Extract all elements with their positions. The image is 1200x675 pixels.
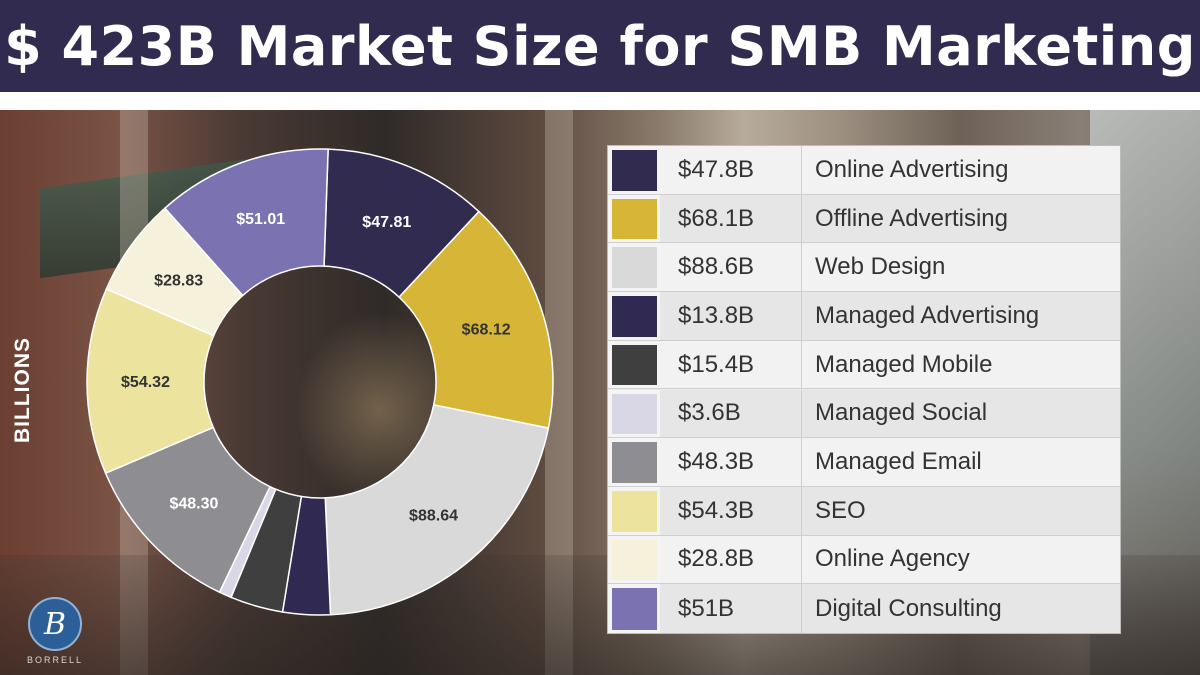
donut-slice-label: $68.12 xyxy=(462,322,511,339)
donut-slice-label: $48.30 xyxy=(169,496,218,513)
legend-label: SEO xyxy=(802,486,1120,535)
legend-swatch-cell xyxy=(608,584,660,633)
legend-swatch xyxy=(612,490,657,532)
legend-swatch-cell xyxy=(608,340,660,389)
legend-swatch-cell xyxy=(608,486,660,535)
title-bar: $ 423B Market Size for SMB Marketing xyxy=(0,0,1200,92)
legend-swatch xyxy=(612,588,657,630)
legend-swatch-cell xyxy=(608,243,660,292)
legend-swatch-cell xyxy=(608,146,660,194)
legend-label: Managed Mobile xyxy=(802,340,1120,389)
legend-swatch xyxy=(612,150,657,191)
legend-label: Managed Advertising xyxy=(802,292,1120,340)
legend-swatch xyxy=(612,344,657,386)
legend-row: $3.6B Managed Social xyxy=(608,389,1120,439)
donut-slice-offline-advertising xyxy=(398,210,554,429)
title-divider xyxy=(0,92,1200,110)
donut-slice-label: $47.81 xyxy=(362,214,411,231)
legend-value: $68.1B xyxy=(660,194,802,243)
legend-row: $48.3B Managed Email xyxy=(608,438,1120,487)
legend-row: $13.8B Managed Advertising xyxy=(608,292,1120,341)
legend-swatch xyxy=(612,247,657,289)
legend-value: $15.4B xyxy=(660,340,802,389)
legend-swatch-cell xyxy=(608,438,660,486)
legend-value: $13.8B xyxy=(660,292,802,340)
legend-value: $48.3B xyxy=(660,438,802,486)
legend-swatch-cell xyxy=(608,194,660,243)
legend-label: Offline Advertising xyxy=(802,194,1120,243)
legend-swatch xyxy=(612,539,657,581)
y-axis-label: BILLIONS xyxy=(11,337,34,443)
legend-value: $47.8B xyxy=(660,146,802,194)
donut-slice-digital-consulting xyxy=(163,148,329,297)
donut-slice-label: $54.32 xyxy=(121,374,170,391)
borrell-logo: B xyxy=(28,597,82,651)
legend-label: Managed Social xyxy=(802,389,1120,438)
legend-row: $68.1B Offline Advertising xyxy=(608,194,1120,244)
legend-value: $28.8B xyxy=(660,535,802,584)
legend-swatch-cell xyxy=(608,389,660,438)
legend-swatch-cell xyxy=(608,535,660,584)
legend-row: $88.6B Web Design xyxy=(608,243,1120,293)
legend-row: $54.3B SEO xyxy=(608,486,1120,536)
legend-row: $28.8B Online Agency xyxy=(608,535,1120,585)
legend-row: $51B Digital Consulting xyxy=(608,584,1120,633)
legend-label: Online Agency xyxy=(802,535,1120,584)
logo-glyph: B xyxy=(43,606,67,642)
legend-value: $3.6B xyxy=(660,389,802,438)
donut-slice-label: $88.64 xyxy=(409,508,458,525)
legend-value: $51B xyxy=(660,584,802,633)
legend-value: $54.3B xyxy=(660,486,802,535)
donut-chart: $47.81 $68.12 $88.64 $48.30 $54.32 $28.83 $51.… xyxy=(0,110,600,675)
legend-row: $47.8B Online Advertising xyxy=(608,146,1120,195)
legend-label: Web Design xyxy=(802,243,1120,292)
legend-value: $88.6B xyxy=(660,243,802,292)
legend-label: Digital Consulting xyxy=(802,584,1120,633)
donut-slice-label: $28.83 xyxy=(154,273,203,290)
legend-label: Managed Email xyxy=(802,438,1120,486)
legend-swatch xyxy=(612,296,657,337)
legend-swatch-cell xyxy=(608,292,660,340)
legend-label: Online Advertising xyxy=(802,146,1120,194)
legend-table: $47.8B Online Advertising $68.1B Offline Ad… xyxy=(607,145,1121,634)
legend-swatch xyxy=(612,393,657,435)
legend-swatch xyxy=(612,198,657,240)
donut-slice-label: $51.01 xyxy=(236,211,285,228)
legend-swatch xyxy=(612,442,657,483)
donut-slice-web-design xyxy=(324,404,550,616)
legend-row: $15.4B Managed Mobile xyxy=(608,340,1120,390)
donut-chart-svg: $47.81 $68.12 $88.64 $48.30 $54.32 $28.83 $51.… xyxy=(86,148,554,616)
logo-text: BORRELL xyxy=(26,655,84,665)
page-title: $ 423B Market Size for SMB Marketing xyxy=(4,14,1196,78)
